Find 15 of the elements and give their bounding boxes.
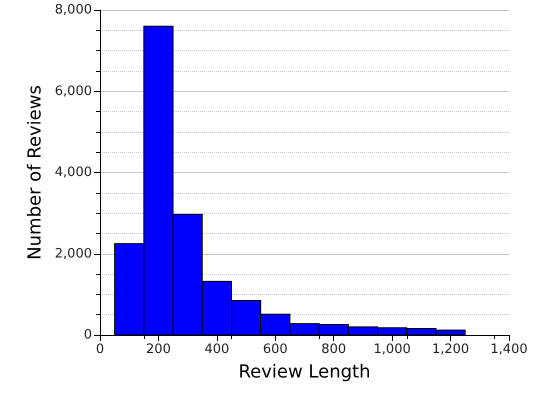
y-tick-label: 6,000 [54,84,92,99]
x-tick-label: 0 [96,342,104,357]
y-tick-label: 2,000 [54,246,92,262]
x-tick-label: 1,400 [490,342,528,357]
x-axis-title: Review Length [238,362,371,382]
y-tick-label: 8,000 [54,2,92,18]
x-tick-label: 1,000 [374,342,411,357]
y-tick-label: 0 [84,328,92,342]
x-tick-label: 600 [262,342,288,357]
y-axis-title: Number of Reviews [24,85,46,260]
x-tick-label: 1,200 [432,342,470,357]
x-tick-label: 400 [204,342,230,357]
x-tick-label: 800 [321,342,346,357]
y-tick-label: 4,000 [54,165,92,180]
x-tick-label: 200 [146,342,171,357]
